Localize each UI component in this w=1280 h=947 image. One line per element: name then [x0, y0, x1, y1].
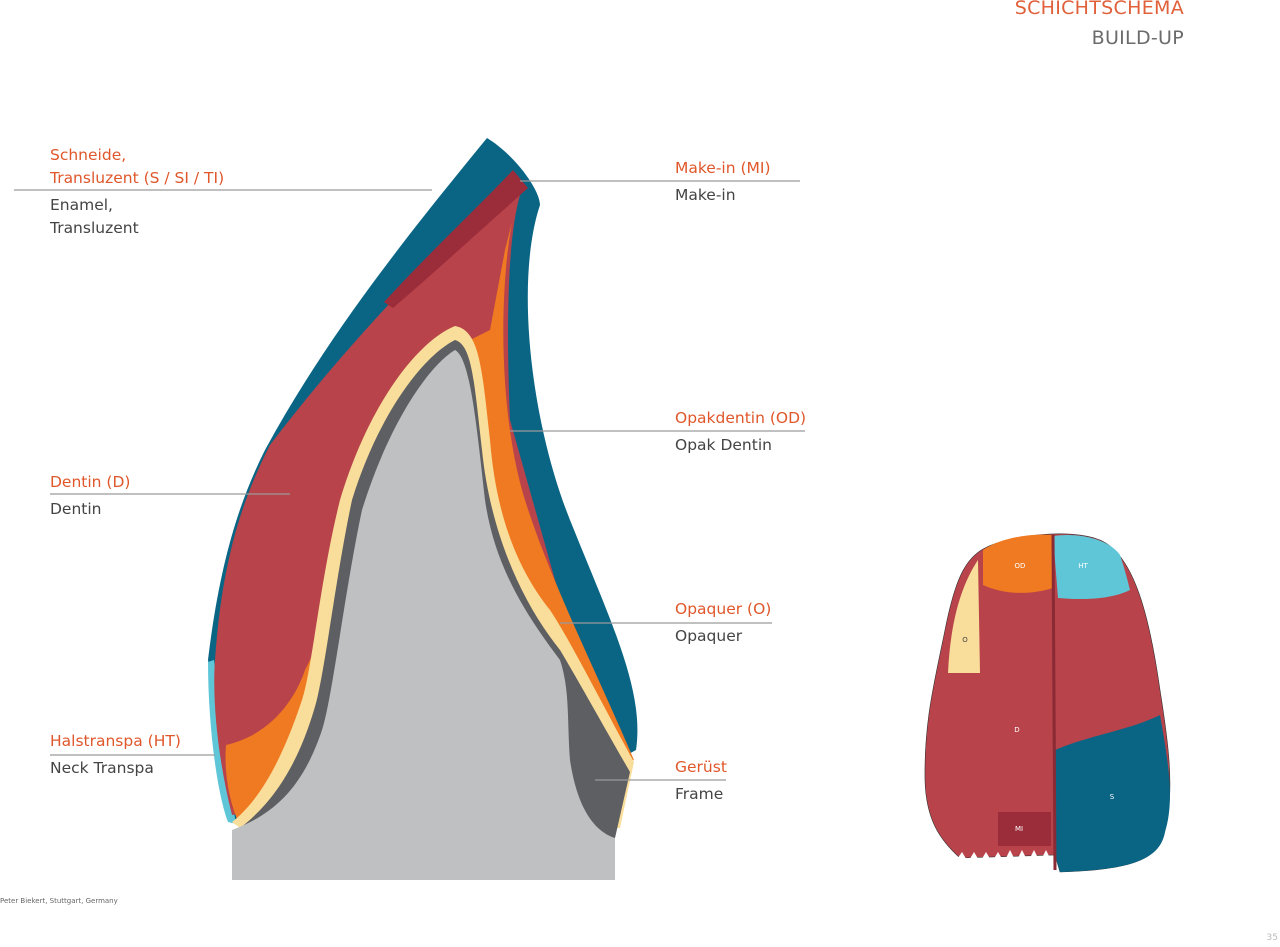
label-make-in-en: Make-in [675, 186, 736, 204]
small-opakdentin [983, 534, 1053, 593]
label-opaquer-de: Opaquer (O) [675, 600, 772, 618]
label-opakdentin-de: Opakdentin (OD) [675, 409, 807, 427]
label-neck-de: Halstranspa (HT) [50, 732, 181, 750]
label-opakdentin: Opakdentin (OD) Opak Dentin [675, 407, 806, 457]
label-dentin-en: Dentin [50, 500, 102, 518]
small-label-ht: HT [1078, 562, 1088, 570]
small-label-d: D [1014, 726, 1019, 734]
credit: Peter Biekert, Stuttgart, Germany [0, 897, 118, 905]
label-make-in: Make-in (MI) Make-in [675, 157, 771, 207]
label-enamel-de-1: Schneide, [50, 146, 127, 164]
label-enamel-en-2: Transluzent [50, 219, 139, 237]
title-english: BUILD-UP [1091, 27, 1184, 49]
small-divider [1051, 534, 1057, 871]
main-tooth [208, 138, 638, 880]
label-make-in-de: Make-in (MI) [675, 159, 771, 177]
small-neck [1053, 534, 1130, 600]
small-mamelons [955, 850, 1052, 872]
small-make-in [998, 812, 1051, 846]
title-german: SCHICHTSCHEMA [1014, 0, 1184, 19]
small-label-od: OD [1015, 562, 1026, 570]
small-opaquer [948, 560, 980, 673]
label-opakdentin-en: Opak Dentin [675, 436, 772, 454]
leader-lines [14, 180, 805, 781]
label-enamel: Schneide, Transluzent (S / SI / TI) Enam… [50, 144, 224, 240]
label-enamel-en-1: Enamel, [50, 196, 113, 214]
page-number: 35 [1266, 933, 1278, 943]
small-label-s: S [1110, 793, 1115, 801]
label-opaquer-en: Opaquer [675, 627, 743, 645]
label-opaquer: Opaquer (O) Opaquer [675, 598, 771, 648]
small-label-mi: MI [1015, 825, 1023, 833]
label-frame-en: Frame [675, 785, 724, 803]
small-enamel [1055, 715, 1170, 872]
frame-layer [232, 350, 615, 880]
small-tooth: OD HT O D MI S [924, 533, 1171, 873]
make-in-layer [384, 170, 528, 308]
label-neck-transpa: Halstranspa (HT) Neck Transpa [50, 730, 181, 780]
label-frame-de: Gerüst [675, 758, 727, 776]
label-frame: Gerüst Frame [675, 756, 727, 806]
label-dentin: Dentin (D) Dentin [50, 471, 130, 521]
label-enamel-de-2: Transluzent (S / SI / TI) [50, 169, 225, 187]
label-neck-en: Neck Transpa [50, 759, 154, 777]
label-dentin-de: Dentin (D) [50, 473, 131, 491]
small-label-o: O [962, 636, 968, 644]
